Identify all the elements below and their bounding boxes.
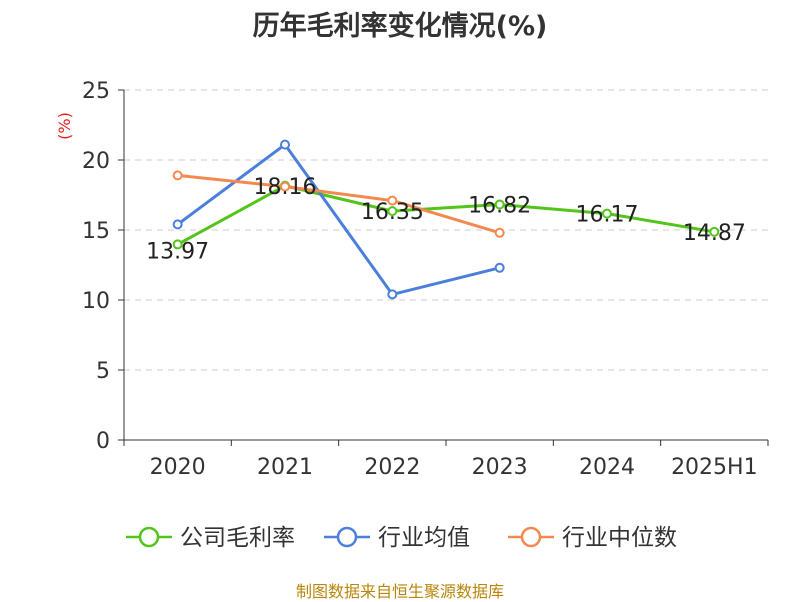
x-tick-label: 2023 <box>472 455 528 480</box>
data-point <box>172 239 183 250</box>
legend-item-1[interactable]: 行业均值 <box>324 525 470 551</box>
data-point <box>602 208 612 219</box>
data-point <box>494 227 505 238</box>
data-point <box>280 139 290 150</box>
data-point <box>494 262 505 273</box>
grid-lines <box>124 89 768 371</box>
series-line-1 <box>176 143 501 296</box>
chart-title: 历年毛利率变化情况(%) <box>252 11 548 42</box>
series-lines <box>172 139 720 300</box>
y-tick-label: 20 <box>82 149 110 174</box>
legend-circle-marker <box>138 526 160 548</box>
x-tick-label: 2021 <box>257 455 313 480</box>
y-axis-label: (%) <box>55 112 74 140</box>
legend-circle-marker <box>520 526 542 548</box>
data-label: 16.17 <box>576 203 639 228</box>
data-label: 16.35 <box>361 200 424 225</box>
data-label: 13.97 <box>146 239 209 264</box>
data-label: 18.16 <box>254 175 317 200</box>
data-point <box>280 181 290 192</box>
y-tick-label: 5 <box>96 359 110 384</box>
legend-item-0[interactable]: 公司毛利率 <box>126 525 295 551</box>
x-tick-label: 2024 <box>579 455 635 480</box>
data-labels: 13.97 18.16 16.35 16.82 16.17 14.87 <box>146 175 746 265</box>
x-tick-label: 2025H1 <box>671 455 758 480</box>
data-label: 16.82 <box>468 194 531 219</box>
legend-circle-marker <box>336 526 358 548</box>
legend[interactable]: 公司毛利率 行业均值 行业中位数 <box>126 525 677 551</box>
data-point <box>387 206 398 217</box>
axes: 0 5 10 15 20 25 2020 2021 2022 2023 2024 2025H1 <box>82 79 769 480</box>
data-label: 14.87 <box>683 221 746 246</box>
y-tick-label: 15 <box>82 219 110 244</box>
series-line-0 <box>176 184 715 246</box>
data-point <box>172 170 183 181</box>
data-point <box>172 219 183 230</box>
source-note: 制图数据来自恒生聚源数据库 <box>295 582 504 601</box>
data-point <box>709 226 720 237</box>
legend-label: 行业均值 <box>378 525 470 551</box>
x-tick-label: 2022 <box>364 455 420 480</box>
series-line-2 <box>177 173 501 235</box>
y-tick-label: 10 <box>82 289 110 314</box>
legend-label: 行业中位数 <box>562 525 677 551</box>
x-tick-label: 2020 <box>150 455 206 480</box>
data-point <box>387 289 398 300</box>
legend-item-2[interactable]: 行业中位数 <box>508 525 677 551</box>
y-tick-label: 0 <box>96 429 110 454</box>
y-tick-label: 25 <box>82 79 110 104</box>
legend-label: 公司毛利率 <box>180 525 295 551</box>
data-point <box>494 199 505 210</box>
data-point <box>387 195 398 206</box>
